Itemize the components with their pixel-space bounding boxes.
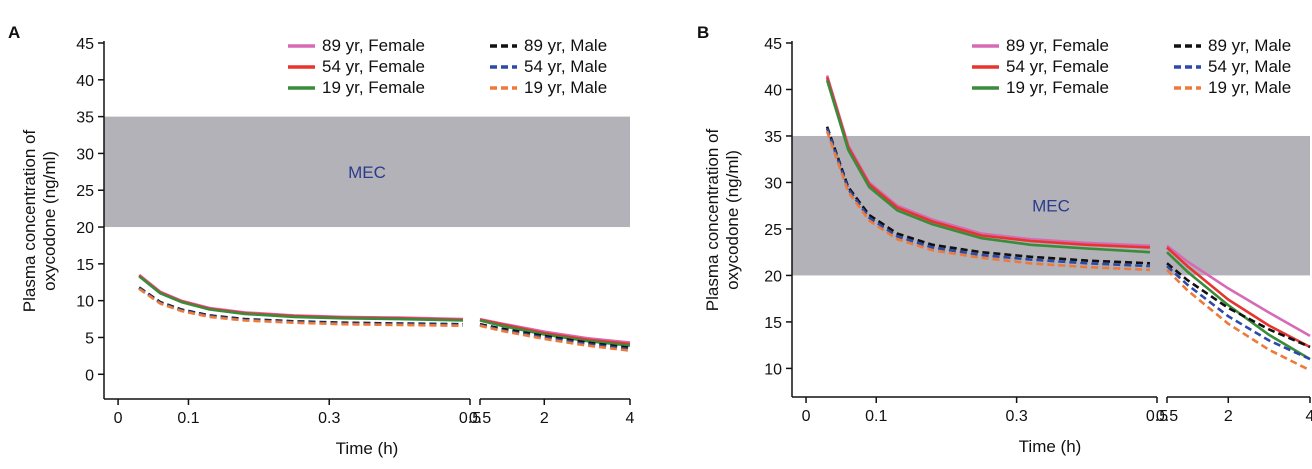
series-line-right [1166,244,1311,338]
x-tick-label: 0.5 [1146,408,1168,425]
y-axis-label-line: oxycodone (ng/ml) [40,151,59,291]
x-tick-label: 0.3 [1005,408,1027,425]
chart-panel-a: A MEC 0 5 10 15 20 25 30 35 40 45 0 0.1 0.3 0.50.5 2 4 Tim… [8,23,635,458]
y-tick-label: 40 [76,73,94,90]
x-tick-label: 0.1 [177,410,199,427]
y-tick-label: 30 [76,146,94,163]
x-axis-label: Time (h) [1019,437,1082,456]
x-tick-label: 0 [114,410,123,427]
y-tick-label: 35 [76,110,94,127]
series-line-right [1166,262,1311,349]
y-tick-label: 15 [76,257,94,274]
series-line-left [825,77,1151,249]
y-axis-label-line: Plasma concentration of [703,129,722,312]
legend-label: 89 yr, Female [1006,36,1109,55]
series-line-left [138,275,464,322]
x-tick-label: 0.1 [865,408,887,425]
series-line-left [138,273,464,321]
legend-label: 54 yr, Female [1006,57,1109,76]
y-tick-label: 25 [76,183,94,200]
y-tick-label: 5 [85,330,94,347]
mec-label: MEC [1032,197,1070,216]
legend-label: 19 yr, Male [524,78,607,97]
legend-label: 89 yr, Male [1208,36,1291,55]
legend-label: 19 yr, Female [1006,78,1109,97]
legend-label: 54 yr, Male [1208,57,1291,76]
x-tick-label: 4 [626,410,635,427]
y-tick-label: 25 [764,222,782,239]
legend-label: 54 yr, Male [524,57,607,76]
legend-label: 54 yr, Female [322,57,425,76]
x-tick-label: 0.5 [1156,408,1178,425]
y-tick-label: 45 [76,36,94,53]
series-line-right [479,324,631,352]
series-line-left [138,274,464,322]
y-tick-label: 45 [764,36,782,53]
mec-label: MEC [348,163,386,182]
y-tick-label: 20 [76,220,94,237]
y-tick-label: 40 [764,82,782,99]
x-axis-label: Time (h) [336,439,399,458]
x-tick-label: 0.5 [459,410,481,427]
series-line-right [1166,268,1311,372]
series-line-right [1166,265,1311,361]
legend-label: 89 yr, Male [524,36,607,55]
y-axis-label-line: oxycodone (ng/ml) [723,150,742,290]
series-line-right [1166,246,1311,349]
panel-label: A [8,23,20,42]
series-line-left [825,130,1151,272]
x-tick-label: 0.5 [469,410,491,427]
y-tick-label: 35 [764,129,782,146]
series-line-left [138,287,464,327]
y-axis-label: Plasma concentration ofoxycodone (ng/ml) [20,130,59,313]
x-tick-label: 0.3 [318,410,340,427]
y-tick-label: 15 [764,315,782,332]
legend-label: 19 yr, Male [1208,78,1291,97]
x-tick-label: 4 [1306,408,1312,425]
y-axis-label: Plasma concentration ofoxycodone (ng/ml) [703,129,742,312]
y-tick-label: 10 [76,294,94,311]
y-tick-label: 10 [764,361,782,378]
legend-label: 89 yr, Female [322,36,425,55]
y-tick-label: 30 [764,175,782,192]
chart-panel-b: B MEC 10 15 20 25 30 35 40 45 0 0.1 0.3 0.50.5 2 4 Time … [697,23,1312,456]
y-tick-label: 0 [85,367,94,384]
x-tick-label: 0 [802,408,811,425]
panel-label: B [697,23,709,42]
series-line-right [479,319,631,347]
x-tick-label: 2 [1224,408,1233,425]
y-tick-label: 20 [764,268,782,285]
series-line-left [825,79,1151,254]
x-tick-label: 2 [540,410,549,427]
mec-band [792,135,1310,276]
series-line-left [825,126,1151,265]
series-line-right [1166,251,1311,361]
legend-label: 19 yr, Female [322,78,425,97]
mec-band [104,116,630,228]
series-line-left [825,128,1151,268]
y-axis-label-line: Plasma concentration of [20,130,39,313]
